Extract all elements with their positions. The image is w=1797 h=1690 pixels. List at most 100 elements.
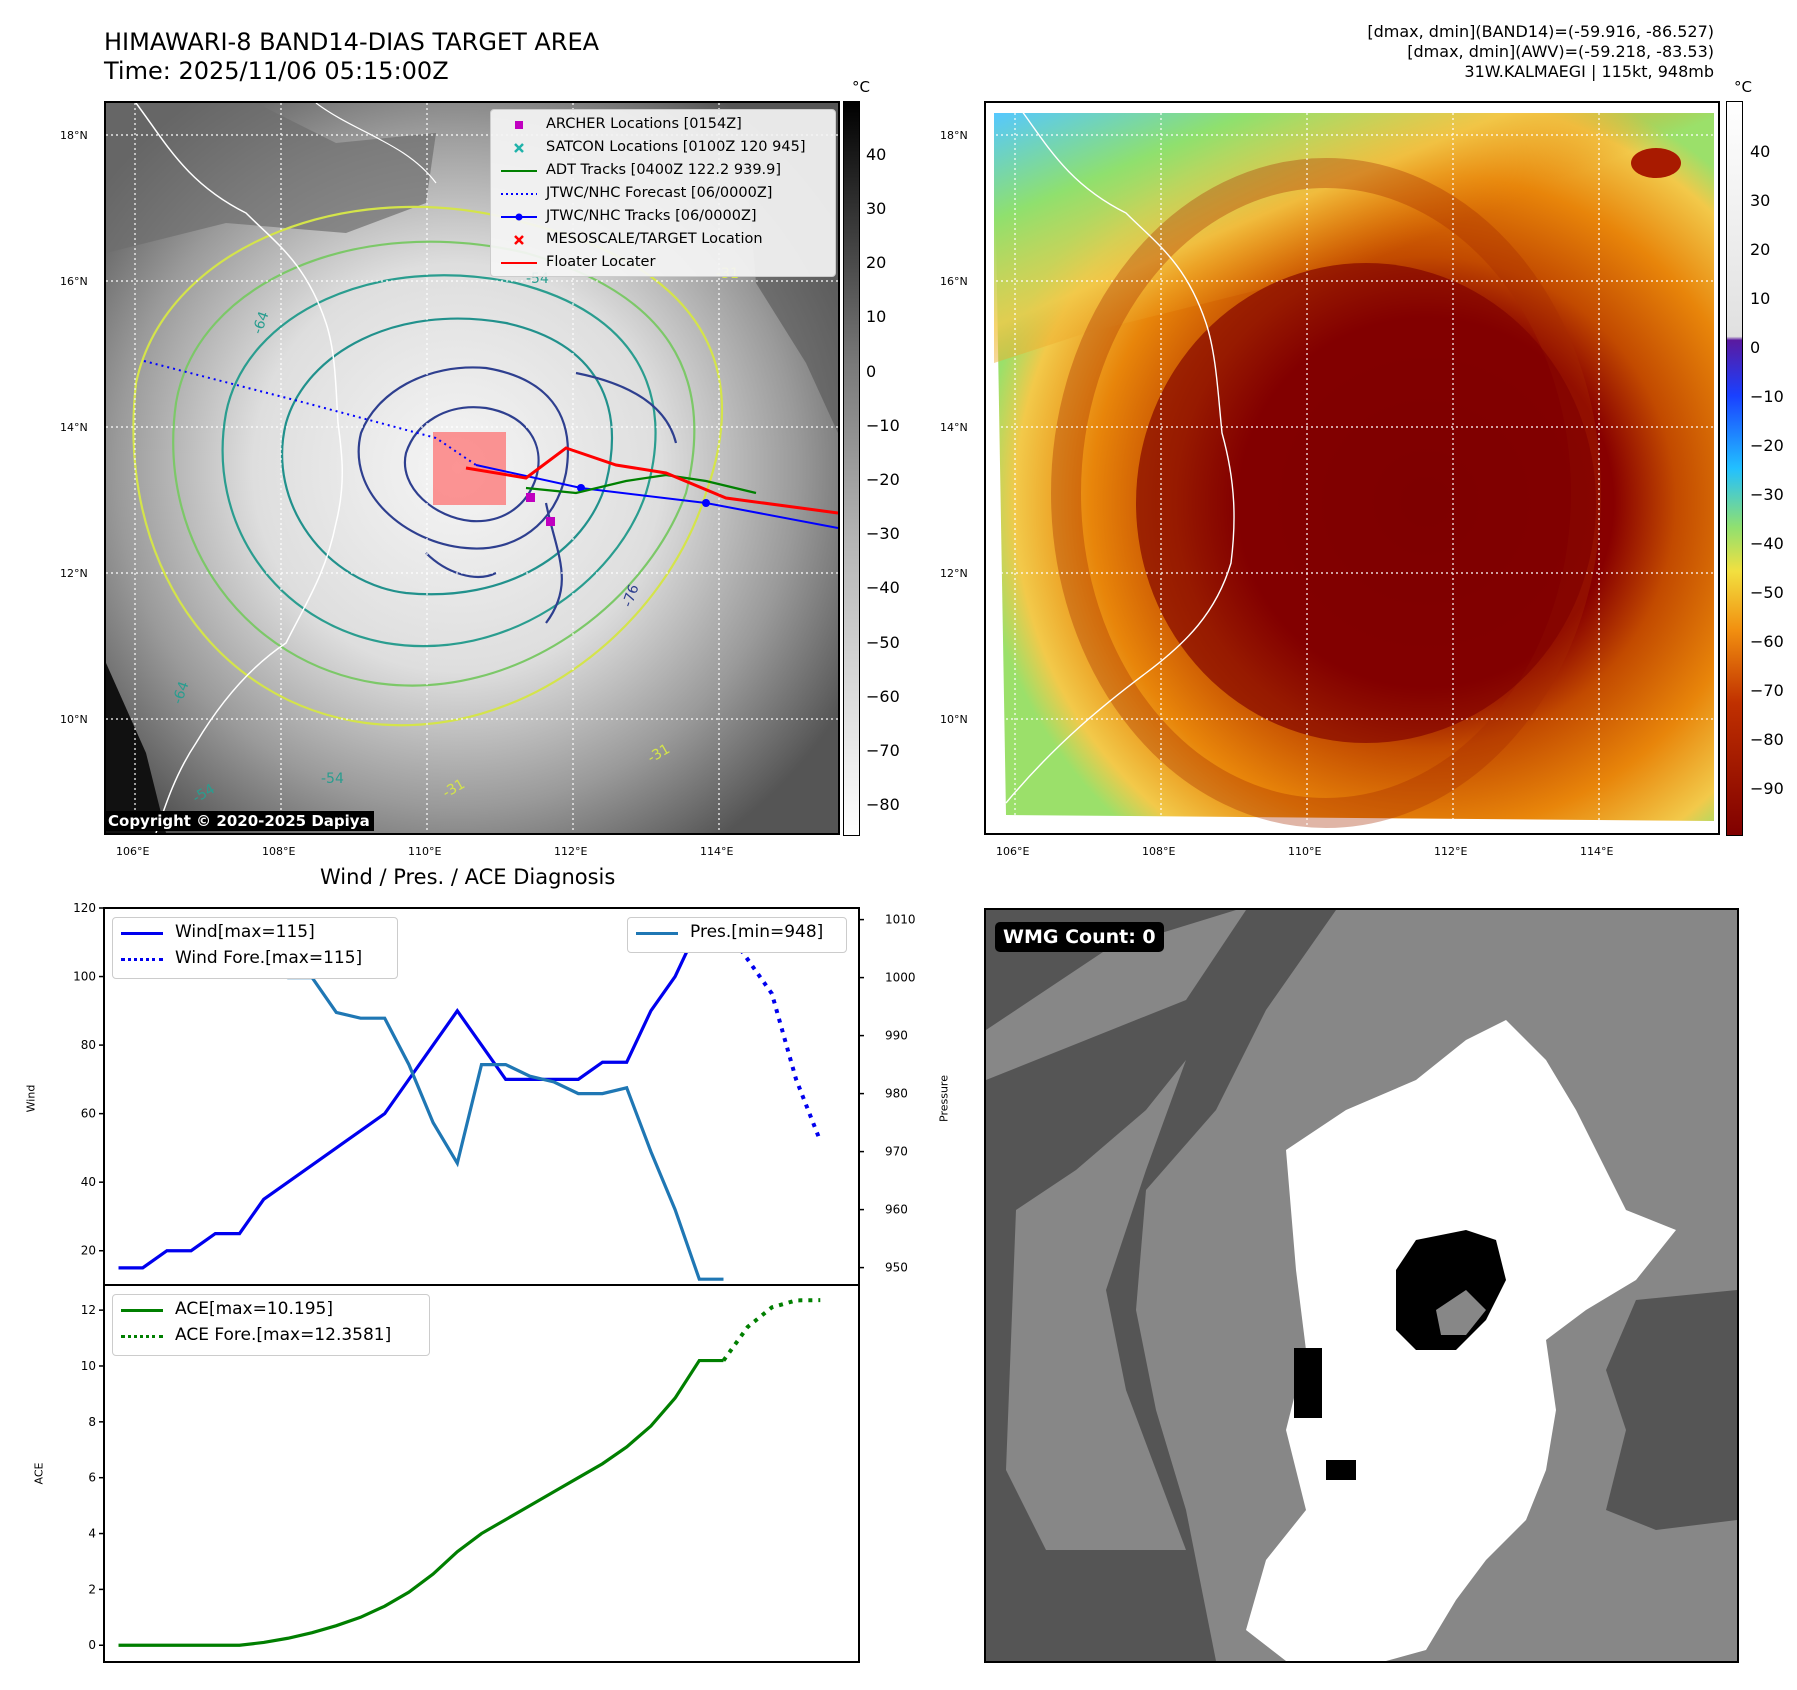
pressure-tick-label: 970 (885, 1145, 908, 1159)
adt-track (525, 473, 757, 495)
lat-tick: 14°N (940, 421, 968, 434)
ace-axis-label: ACE (32, 1462, 46, 1485)
lon-tick: 106°E (116, 845, 150, 858)
lon-tick: 108°E (262, 845, 296, 858)
ace-legend: ACE[max=10.195] ACE Fore.[max=12.3581] (112, 1294, 430, 1356)
satcon-legend-icon (514, 143, 524, 153)
coastline (135, 103, 344, 833)
lat-tick: 18°N (60, 129, 88, 142)
archer-marker (546, 517, 555, 526)
ace-tick-label: 10 (81, 1359, 96, 1373)
wind-tick-label: 120 (73, 901, 96, 915)
coastline-north (315, 103, 437, 184)
lat-tick: 12°N (60, 567, 88, 580)
right-colorbar (1726, 101, 1743, 836)
pressure-axis-label: Pressure (937, 1075, 951, 1122)
pressure-legend: Pres.[min=948] (627, 917, 847, 953)
ace-tick-label: 4 (88, 1527, 96, 1541)
lon-tick: 110°E (1288, 845, 1322, 858)
meta-line-3: 31W.KALMAEGI | 115kt, 948mb (1464, 62, 1714, 81)
wmg-eye-black (1396, 1230, 1506, 1350)
wind-tick-label: 60 (81, 1107, 96, 1121)
wmg-black-cell (1294, 1348, 1322, 1418)
ace-line-swatch (121, 1309, 163, 1312)
wind-tick-label: 40 (81, 1175, 96, 1189)
pressure-line-swatch (636, 932, 678, 935)
wmg-count-badge: WMG Count: 0 (995, 922, 1164, 952)
pressure-tick-label: 950 (885, 1261, 908, 1275)
mesoscale-legend-icon (514, 235, 524, 245)
lat-tick: 12°N (940, 567, 968, 580)
lat-tick: 14°N (60, 421, 88, 434)
ace-panel-frame (103, 1284, 860, 1663)
jtwc-forecast-track (143, 360, 477, 466)
ace-forecast-swatch (121, 1335, 163, 1338)
ace-tick-label: 6 (88, 1471, 96, 1485)
adt-legend-icon (501, 170, 537, 172)
pressure-tick-label: 1010 (885, 913, 916, 927)
wind-axis-label: Wind (24, 1084, 38, 1113)
clear-sky-area (106, 103, 436, 253)
contour-label: -76 (620, 582, 643, 609)
jtwc-track-point (577, 484, 585, 492)
floater-legend-icon (501, 262, 537, 264)
ace-series-line (118, 1358, 724, 1647)
lon-tick: 114°E (700, 845, 734, 858)
copyright-label: Copyright © 2020-2025 Dapiya (104, 811, 374, 831)
meta-line-2: [dmax, dmin](AWV)=(-59.218, -83.53) (1407, 42, 1714, 61)
floater-track (465, 446, 838, 515)
no-data-corner (106, 663, 166, 833)
wmg-dark-east (1606, 1290, 1737, 1530)
color-ir-map (984, 101, 1720, 835)
figure-title: HIMAWARI-8 BAND14-DIAS TARGET AREA Time:… (104, 28, 599, 86)
left-colorbar-unit: °C (852, 78, 870, 96)
lon-tick: 108°E (1142, 845, 1176, 858)
lon-tick: 112°E (1434, 845, 1468, 858)
central-dense-overcast (1136, 263, 1596, 743)
lat-tick: 10°N (60, 713, 88, 726)
contour-label: -64 (170, 679, 193, 706)
track-legend-icon (501, 213, 537, 221)
meta-line-1: [dmax, dmin](BAND14)=(-59.916, -86.527) (1367, 22, 1714, 41)
diagnosis-chart: 1201008060402010101000990980970960950121… (73, 901, 916, 1663)
archer-legend-icon (515, 121, 523, 129)
lon-tick: 112°E (554, 845, 588, 858)
wmg-svg (986, 910, 1737, 1661)
contour-label: -64 (250, 309, 273, 336)
map-legend: ARCHER Locations [0154Z] SATCON Location… (490, 109, 836, 277)
wind-line-swatch (121, 932, 163, 935)
wind-tick-label: 80 (81, 1038, 96, 1052)
metadata-block: [dmax, dmin](BAND14)=(-59.916, -86.527) … (1367, 22, 1714, 82)
lat-tick: 10°N (940, 713, 968, 726)
lat-tick: 16°N (940, 275, 968, 288)
coastline (1005, 103, 1235, 804)
forecast-legend-icon (501, 193, 537, 195)
wmg-gray-band (1006, 1060, 1186, 1550)
map-grid (986, 103, 1718, 833)
map-grid (106, 103, 838, 833)
jtwc-track-point (702, 499, 710, 507)
convective-cell (1631, 148, 1681, 178)
pressure-tick-label: 1000 (885, 971, 916, 985)
wind-forecast-swatch (121, 958, 163, 961)
right-colorbar-unit: °C (1734, 78, 1752, 96)
band14-map: -76 -64 -54 -31 -54 -31 -64 -54 -31 ARCH… (104, 101, 840, 835)
lon-tick: 114°E (1580, 845, 1614, 858)
wind-series-line (118, 923, 724, 1270)
wind-legend: Wind[max=115] Wind Fore.[max=115] (112, 917, 398, 979)
color-ir-map-svg (986, 103, 1718, 833)
wind-tick-label: 20 (81, 1244, 96, 1258)
wmg-eye-gray (1436, 1290, 1486, 1335)
wind-tick-label: 100 (73, 970, 96, 984)
ace-tick-label: 8 (88, 1415, 96, 1429)
ace-panel (118, 1298, 821, 1647)
cold-cloud-fringe (994, 113, 1714, 363)
lat-tick: 18°N (940, 129, 968, 142)
pressure-tick-label: 990 (885, 1029, 908, 1043)
archer-marker (526, 493, 535, 502)
ace-tick-label: 12 (81, 1303, 96, 1317)
left-colorbar (843, 101, 860, 836)
wmg-panel (984, 908, 1739, 1663)
pressure-tick-label: 980 (885, 1087, 908, 1101)
lat-tick: 16°N (60, 275, 88, 288)
